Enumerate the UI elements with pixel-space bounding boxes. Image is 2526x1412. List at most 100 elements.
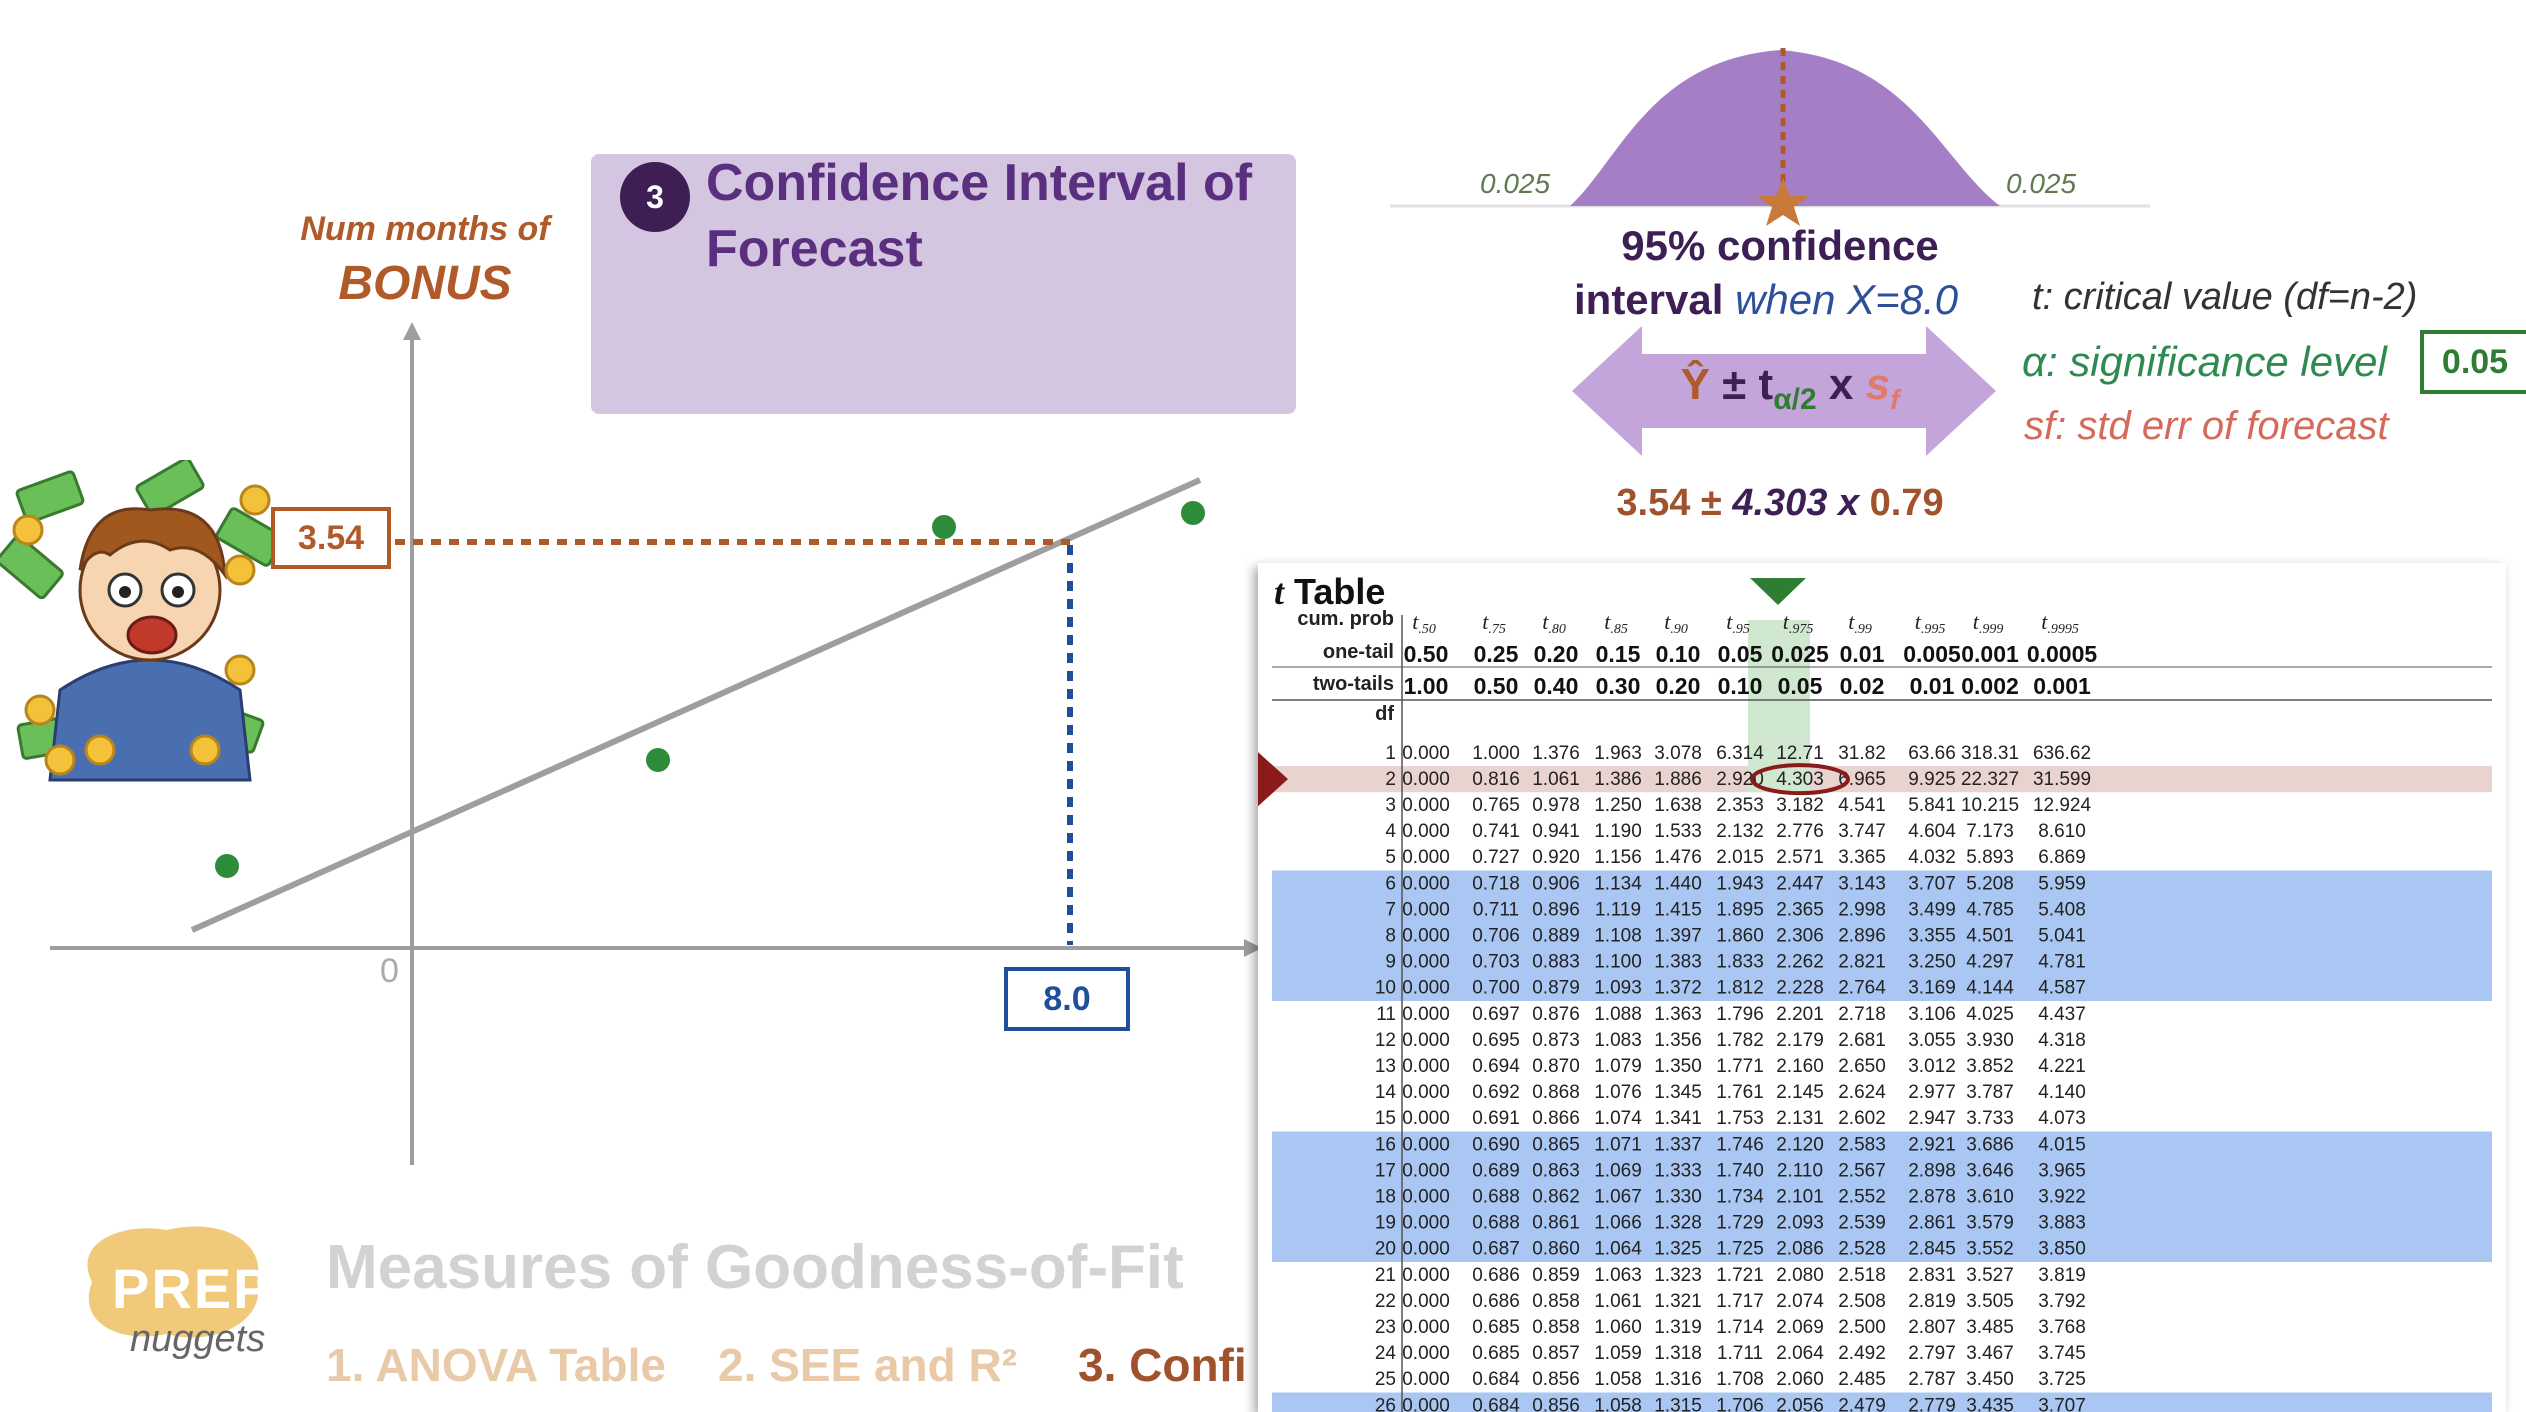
calc-times: x (1827, 482, 1870, 524)
table-cell: 2.718 (1838, 1004, 1886, 1025)
table-cell: 0.000 (1402, 795, 1450, 816)
confidence-subheading: interval when X=8.0 (1574, 276, 1958, 324)
regression-line (190, 477, 1202, 933)
table-cell: 1.753 (1716, 1108, 1764, 1129)
data-point (646, 748, 670, 772)
table-cell: 1.383 (1654, 952, 1702, 973)
table-cell: 3.365 (1838, 847, 1886, 868)
table-cell: 2.845 (1908, 1239, 1956, 1260)
table-cell: 2.080 (1776, 1265, 1824, 1286)
table-cell: 1.533 (1654, 821, 1702, 842)
table-cell: 0.700 (1472, 978, 1520, 999)
table-cell: 3.852 (1966, 1056, 2014, 1077)
table-cell: 0.692 (1472, 1082, 1520, 1103)
table-cell: 2.500 (1838, 1317, 1886, 1338)
table-cell: 1.083 (1594, 1030, 1642, 1051)
table-cell: 1.771 (1716, 1056, 1764, 1077)
logo-blob (87, 1226, 259, 1338)
row-df: 19 (1375, 1213, 1396, 1234)
table-cell: 0.000 (1402, 1186, 1450, 1207)
column-one-tail: 0.10 (1656, 641, 1701, 667)
column-header-t: t.975 (1783, 609, 1814, 637)
table-cell: 2.797 (1908, 1343, 1956, 1364)
table-cell: 0.000 (1402, 1134, 1450, 1155)
table-cell: 0.697 (1472, 1004, 1520, 1025)
table-cell: 1.796 (1716, 1004, 1764, 1025)
title-card (591, 154, 1296, 414)
table-cell: 0.000 (1402, 1108, 1450, 1129)
table-cell: 1.711 (1717, 1343, 1763, 1364)
table-header-label: df (1375, 703, 1394, 725)
table-cell: 2.878 (1908, 1186, 1956, 1207)
table-cell: 0.000 (1402, 1030, 1450, 1051)
t-table-title-t: t (1274, 572, 1285, 612)
table-cell: 4.015 (2038, 1134, 2086, 1155)
table-cell: 2.131 (1776, 1108, 1824, 1129)
table-cell: 1.088 (1594, 1004, 1642, 1025)
table-cell: 3.792 (2038, 1291, 2086, 1312)
table-cell: 0.000 (1402, 873, 1450, 894)
table-cell: 0.694 (1472, 1056, 1520, 1077)
nav-item-see[interactable]: 2. SEE and R² (718, 1339, 1018, 1391)
column-one-tail: 0.15 (1596, 641, 1641, 667)
table-header-label: two-tails (1313, 673, 1394, 695)
column-two-tails: 0.01 (1910, 673, 1955, 699)
table-cell: 2.831 (1908, 1265, 1956, 1286)
table-cell: 3.787 (1966, 1082, 2014, 1103)
table-cell: 1.706 (1716, 1395, 1764, 1412)
table-cell: 0.000 (1402, 1239, 1450, 1260)
table-cell: 1.190 (1594, 821, 1642, 842)
table-cell: 0.920 (1532, 847, 1580, 868)
table-cell: 0.000 (1402, 1160, 1450, 1181)
column-one-tail: 0.05 (1718, 641, 1763, 667)
double-arrow-fill (1572, 326, 1996, 456)
table-cell: 3.355 (1908, 925, 1956, 946)
table-cell: 1.746 (1716, 1134, 1764, 1155)
calc-t-value: 4.303 (1732, 482, 1828, 524)
row-df: 17 (1375, 1160, 1396, 1181)
selected-value-circle (1750, 763, 1850, 796)
table-cell: 4.025 (1966, 1004, 2014, 1025)
table-cell: 0.866 (1532, 1108, 1580, 1129)
table-cell: 3.733 (1966, 1108, 2014, 1129)
row-df: 22 (1375, 1291, 1396, 1312)
table-cell: 5.959 (2038, 873, 2086, 894)
table-cell: 2.015 (1716, 847, 1764, 868)
table-cell: 4.781 (2038, 952, 2086, 973)
table-header-label: one-tail (1323, 641, 1394, 663)
table-cell: 5.408 (2038, 899, 2086, 920)
f-subscript: f (1890, 383, 1900, 415)
table-cell: 1.729 (1716, 1213, 1764, 1234)
table-cell: 3.435 (1966, 1395, 2014, 1412)
table-cell: 2.228 (1776, 978, 1824, 999)
ci-formula: Ŷ ± tα/2 x sf (1660, 360, 1920, 417)
table-cell: 31.82 (1838, 743, 1886, 764)
table-cell: 3.143 (1838, 873, 1886, 894)
nav-item-anova[interactable]: 1. ANOVA Table (326, 1339, 666, 1391)
regression-graph (50, 322, 1262, 1165)
table-cell: 1.000 (1472, 743, 1520, 764)
column-two-tails: 0.50 (1474, 673, 1519, 699)
table-cell: 3.078 (1654, 743, 1702, 764)
table-cell: 1.059 (1594, 1343, 1642, 1364)
nav-item-confidence[interactable]: 3. Confi (1078, 1339, 1247, 1391)
column-two-tails: 1.00 (1404, 673, 1449, 699)
y-axis-label-line2: BONUS (338, 257, 512, 310)
table-cell: 1.350 (1654, 1056, 1702, 1077)
row-df: 16 (1375, 1134, 1396, 1155)
table-cell: 0.876 (1532, 1004, 1580, 1025)
row-df: 26 (1375, 1395, 1396, 1412)
table-cell: 4.073 (2038, 1108, 2086, 1129)
table-cell: 2.262 (1776, 952, 1824, 973)
table-cell: 1.069 (1594, 1160, 1642, 1181)
table-cell: 0.727 (1472, 847, 1520, 868)
table-cell: 0.883 (1532, 952, 1580, 973)
y-hat-symbol: Ŷ (1680, 360, 1710, 409)
table-cell: 2.977 (1908, 1082, 1956, 1103)
table-cell: 2.779 (1908, 1395, 1956, 1412)
table-cell: 0.862 (1532, 1186, 1580, 1207)
table-cell: 0.000 (1402, 743, 1450, 764)
plus-minus: ± (1709, 360, 1759, 409)
table-cell: 3.850 (2038, 1239, 2086, 1260)
table-cell: 1.725 (1716, 1239, 1764, 1260)
